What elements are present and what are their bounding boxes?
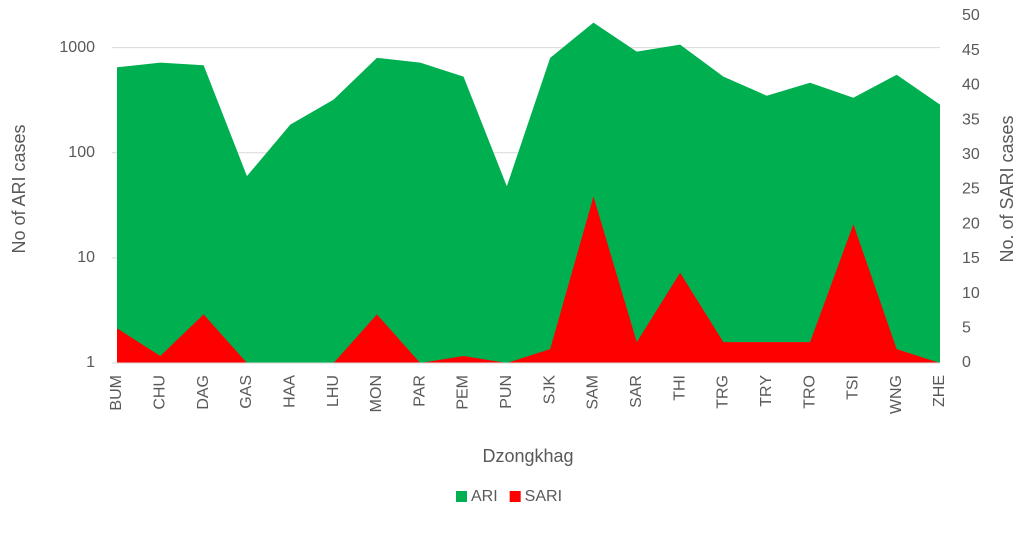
x-tick-label: TRO (801, 375, 818, 409)
y2-tick-label: 30 (962, 146, 980, 163)
x-tick-label: HAA (281, 375, 298, 408)
area (117, 22, 940, 363)
legend-label: SARI (525, 488, 562, 505)
x-tick-label: DAG (195, 375, 212, 410)
area (117, 196, 940, 363)
y2-tick-label: 5 (962, 320, 971, 337)
y2-tick-label: 20 (962, 215, 980, 232)
y2-tick-label: 25 (962, 181, 980, 198)
x-tick-label: PEM (455, 375, 472, 410)
x-tick-label: THI (671, 375, 688, 401)
x-tick-label: TSI (845, 375, 862, 400)
x-tick-label: ZHE (931, 375, 948, 407)
y2-tick-label: 15 (962, 250, 980, 267)
x-tick-label: TRG (715, 375, 732, 409)
y-tick-label: 10 (77, 249, 95, 266)
x-tick-label: PUN (498, 375, 515, 409)
x-tick-label: SJK (541, 375, 558, 405)
x-tick-label: CHU (152, 375, 169, 410)
x-tick-label: LHU (325, 375, 342, 407)
x-tick-label: BUM (108, 375, 125, 411)
y2-tick-label: 50 (962, 7, 980, 24)
x-tick-label: WNG (888, 375, 905, 414)
x-tick-label: SAM (585, 375, 602, 410)
y2-tick-label: 35 (962, 111, 980, 128)
x-tick-label: MON (368, 375, 385, 412)
x-tick-label: GAS (238, 375, 255, 409)
y2-tick-label: 40 (962, 77, 980, 94)
y-tick-label: 1 (86, 354, 95, 371)
y2-axis-title: No. of SARI cases (997, 115, 1017, 262)
x-tick-label: TRY (758, 375, 775, 407)
y-axis-title: No of ARI cases (9, 124, 29, 253)
x-axis-title: Dzongkhag (482, 446, 573, 466)
x-tick-label: PAR (411, 375, 428, 407)
y2-tick-label: 10 (962, 285, 980, 302)
y2-tick-label: 0 (962, 354, 971, 371)
y-tick-label: 1000 (59, 39, 95, 56)
x-tick-label: SAR (628, 375, 645, 408)
legend-label: ARI (471, 488, 498, 505)
y-tick-label: 100 (68, 144, 95, 161)
y2-tick-label: 45 (962, 42, 980, 59)
legend-swatch (456, 491, 467, 502)
legend-swatch (509, 491, 521, 502)
